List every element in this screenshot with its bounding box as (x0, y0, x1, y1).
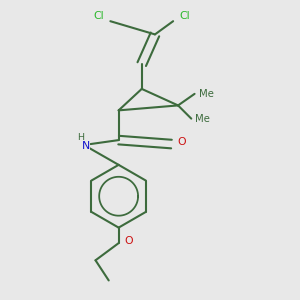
Text: O: O (177, 137, 186, 147)
Text: Me: Me (199, 89, 214, 99)
Text: Me: Me (195, 114, 210, 124)
Text: N: N (82, 141, 90, 151)
Text: H: H (77, 133, 84, 142)
Text: Cl: Cl (94, 11, 104, 21)
Text: Cl: Cl (179, 11, 190, 21)
Text: O: O (124, 236, 133, 247)
